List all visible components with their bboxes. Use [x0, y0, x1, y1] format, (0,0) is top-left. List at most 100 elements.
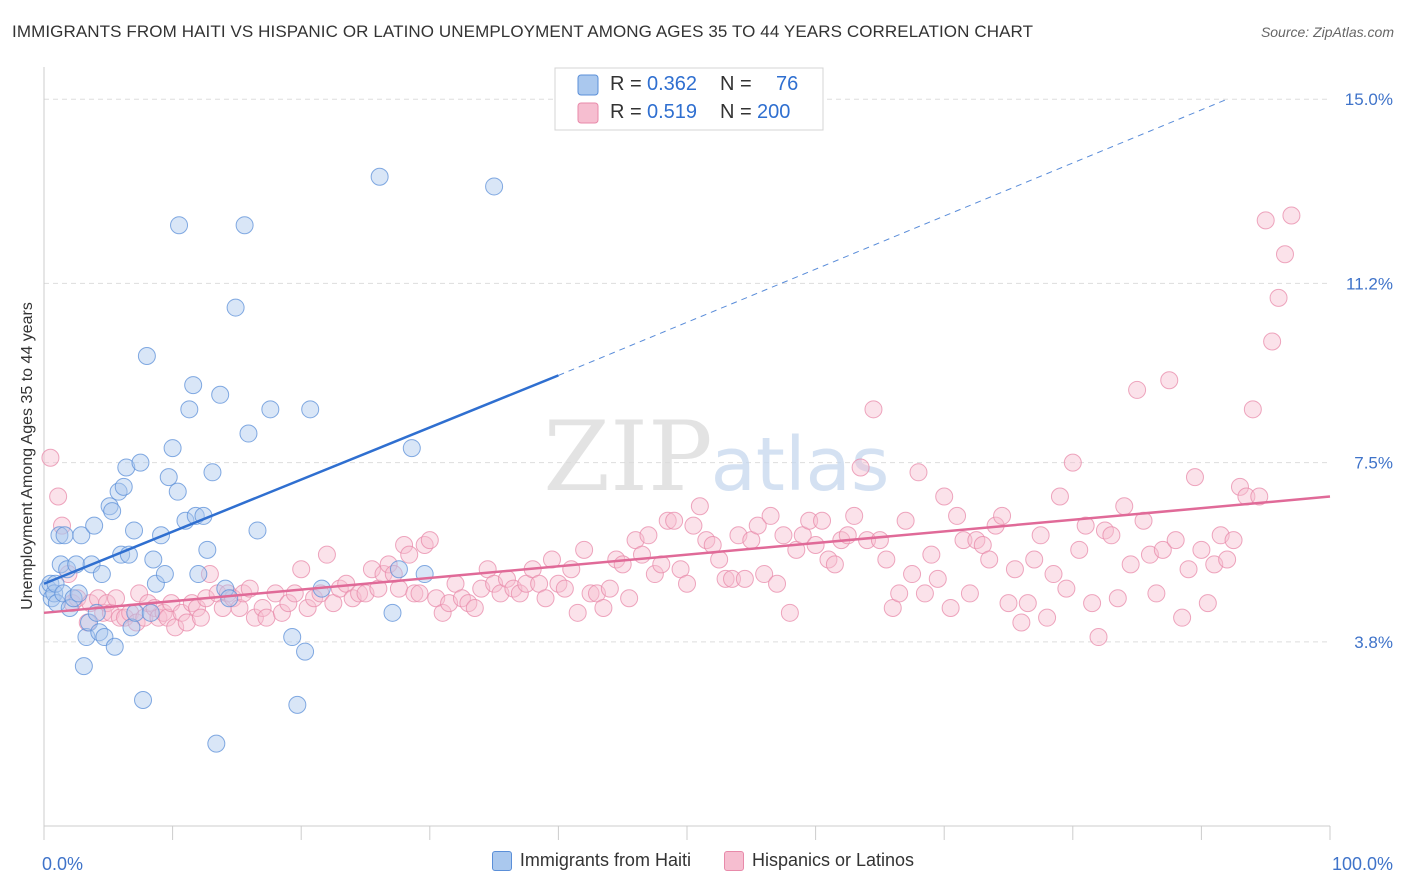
- haiti-point: [50, 526, 69, 545]
- hispanic-point: [935, 487, 954, 506]
- hispanic-point: [825, 555, 844, 574]
- hispanic-point: [774, 526, 793, 545]
- haiti-point: [389, 560, 408, 579]
- hispanic-point: [362, 560, 381, 579]
- hispanic-point: [1018, 594, 1037, 613]
- hispanic-point: [1031, 526, 1050, 545]
- points-layer: [38, 167, 1301, 753]
- hispanic-point: [665, 511, 684, 530]
- haiti-point: [141, 603, 160, 622]
- hispanic-point: [317, 545, 336, 564]
- legend-swatch-haiti: [491, 850, 512, 871]
- hispanic-point: [224, 589, 243, 608]
- hispanic-point: [253, 598, 272, 617]
- haiti-point: [239, 424, 258, 443]
- haiti-point: [105, 637, 124, 656]
- haiti-point: [42, 589, 61, 608]
- legend-item-haiti[interactable]: Immigrants from Haiti: [491, 850, 691, 871]
- hispanic-point: [890, 584, 909, 603]
- hispanic-point: [941, 598, 960, 617]
- hispanic-point: [999, 594, 1018, 613]
- hispanic-point: [415, 535, 434, 554]
- hispanic-point: [272, 603, 291, 622]
- hispanic-point: [1153, 540, 1172, 559]
- hispanic-point: [800, 511, 819, 530]
- hispanic-point: [101, 603, 120, 622]
- haiti-point: [137, 347, 156, 366]
- haiti-point: [144, 550, 163, 569]
- haiti-point: [122, 618, 141, 637]
- x-tick-label-min: 0.0%: [42, 854, 83, 874]
- hispanic-point: [298, 598, 317, 617]
- hispanic-point: [716, 569, 735, 588]
- stats-n-label-1: N =: [720, 73, 752, 95]
- haiti-trend-line: [43, 374, 559, 585]
- haiti-point: [126, 603, 145, 622]
- hispanic-point: [954, 531, 973, 550]
- hispanic-point: [980, 550, 999, 569]
- hispanic-point: [465, 598, 484, 617]
- haiti-point: [220, 589, 239, 608]
- hispanic-point: [600, 579, 619, 598]
- legend-swatch-hispanic: [723, 850, 744, 871]
- haiti-point: [296, 642, 315, 661]
- hispanic-trend-line: [43, 495, 1331, 615]
- haiti-point: [261, 400, 280, 419]
- haiti-point: [235, 216, 254, 235]
- hispanic-point: [620, 589, 639, 608]
- haiti-point: [283, 628, 302, 647]
- hispanic-point: [49, 487, 68, 506]
- haiti-point: [301, 400, 320, 419]
- hispanic-point: [562, 560, 581, 579]
- legend-item-hispanic[interactable]: Hispanics or Latinos: [723, 850, 915, 871]
- hispanic-point: [1005, 560, 1024, 579]
- hispanic-point: [433, 603, 452, 622]
- hispanic-point: [1083, 594, 1102, 613]
- haiti-point: [114, 477, 133, 496]
- haiti-point: [163, 439, 182, 458]
- hispanic-point: [1089, 628, 1108, 647]
- hispanic-point: [581, 584, 600, 603]
- haiti-point: [92, 565, 111, 584]
- haiti-point: [109, 482, 128, 501]
- haiti-point: [207, 734, 226, 753]
- hispanic-point: [389, 579, 408, 598]
- chart-title: IMMIGRANTS FROM HAITI VS HISPANIC OR LAT…: [12, 22, 1034, 41]
- hispanic-point: [735, 569, 754, 588]
- hispanic-point: [896, 511, 915, 530]
- haiti-point: [211, 385, 230, 404]
- haiti-point: [125, 521, 144, 540]
- haiti-point: [168, 482, 187, 501]
- legend-label-hispanic: Hispanics or Latinos: [751, 850, 915, 870]
- hispanic-point: [813, 511, 832, 530]
- haiti-point: [402, 439, 421, 458]
- hispanic-point: [130, 584, 149, 603]
- hispanic-point: [384, 565, 403, 584]
- haiti-point: [64, 589, 83, 608]
- hispanic-point: [257, 608, 276, 627]
- haiti-point: [198, 540, 217, 559]
- hispanic-point: [379, 555, 398, 574]
- hispanic-point: [1179, 560, 1198, 579]
- watermark-atlas: atlas: [711, 422, 890, 508]
- stats-n-value-2: 200: [757, 101, 791, 123]
- stats-r-label-2: R =: [610, 101, 642, 123]
- tick-label-layer: 3.8% 7.5% 11.2% 15.0% 0.0% 100.0%: [42, 90, 1393, 874]
- haiti-point: [383, 603, 402, 622]
- hispanic-point: [536, 589, 555, 608]
- hispanic-point: [613, 555, 632, 574]
- x-tick-label-max: 100.0%: [1332, 854, 1393, 874]
- chart-source: Source: ZipAtlas.com: [1260, 24, 1394, 40]
- hispanic-point: [1128, 380, 1147, 399]
- hispanic-point: [1070, 540, 1089, 559]
- hispanic-point: [723, 569, 742, 588]
- hispanic-point: [158, 608, 177, 627]
- hispanic-point: [575, 540, 594, 559]
- haiti-point: [85, 516, 104, 535]
- hispanic-point: [645, 565, 664, 584]
- hispanic-point: [960, 584, 979, 603]
- haiti-point: [203, 463, 222, 482]
- haiti-point: [72, 526, 91, 545]
- haiti-point: [103, 502, 122, 521]
